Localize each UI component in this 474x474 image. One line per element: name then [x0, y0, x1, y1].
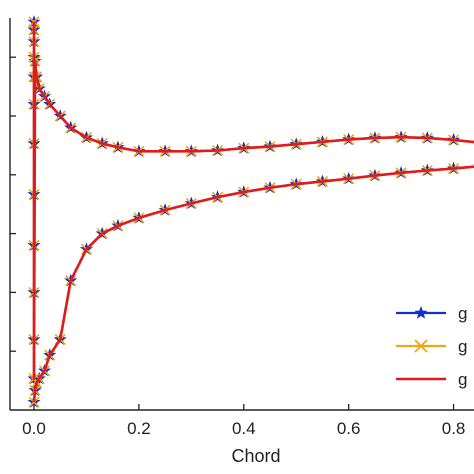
series-3 [32, 21, 474, 403]
series-2 [28, 16, 474, 408]
series-3-line [32, 21, 474, 403]
legend-label-1: g [458, 304, 467, 323]
series-layer [27, 15, 474, 408]
x-tick-label-2: 0.4 [232, 419, 256, 438]
legend-entry-2: g [396, 337, 467, 356]
x-axis-title: Chord [231, 446, 280, 466]
axes: 0.0 0.2 0.4 0.6 0.8 [9, 18, 474, 438]
legend-label-2: g [458, 337, 467, 356]
legend-entry-1: g [396, 304, 467, 323]
x-tick-label-0: 0.0 [22, 419, 46, 438]
legend-entry-3: g [396, 370, 467, 389]
legend-star-marker [414, 306, 428, 319]
x-tick-label-1: 0.2 [127, 419, 151, 438]
legend-x-marker-b [414, 339, 428, 353]
legend-label-3: g [458, 370, 467, 389]
series-1 [27, 15, 474, 408]
legend: ggg [396, 304, 467, 389]
x-tick-label-4: 0.8 [442, 419, 466, 438]
x-tick-label-3: 0.6 [337, 419, 361, 438]
